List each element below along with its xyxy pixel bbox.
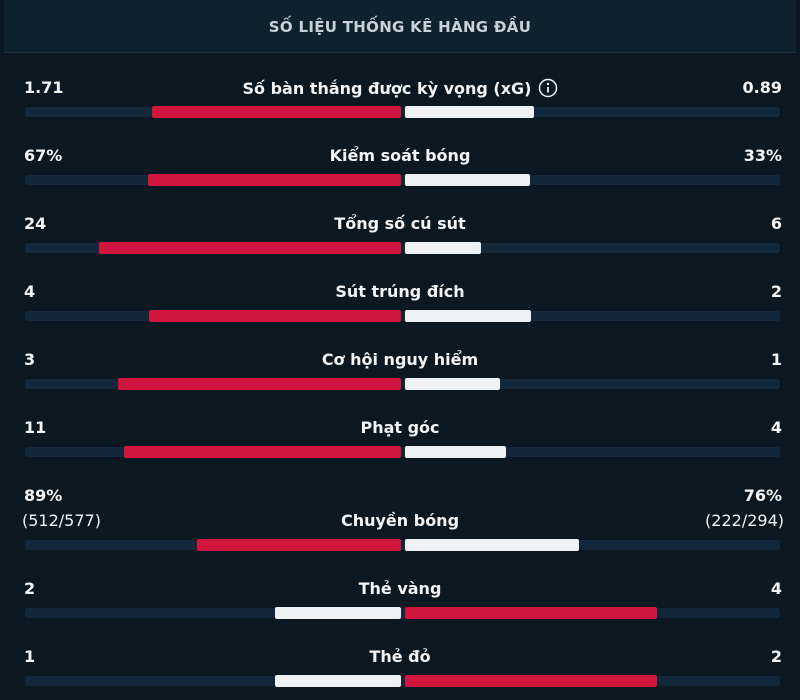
- away-bar: [405, 242, 481, 254]
- home-value: 4: [24, 282, 36, 301]
- bar-track: [25, 608, 780, 618]
- stat-label-text: Kiểm soát bóng: [329, 146, 471, 165]
- info-icon[interactable]: [538, 78, 558, 98]
- away-value: 76%: [743, 486, 782, 505]
- stat-label: Phạt góc: [0, 418, 800, 438]
- away-bar: [405, 378, 500, 390]
- home-value: 2: [24, 579, 36, 598]
- home-bar: [117, 378, 401, 390]
- bar-track: [25, 107, 780, 117]
- home-detail: (512/577): [22, 511, 101, 530]
- stat-label: Sút trúng đích: [0, 282, 800, 302]
- header: SỐ LIỆU THỐNG KÊ HÀNG ĐẦU: [4, 0, 796, 53]
- away-value: 4: [770, 418, 782, 437]
- away-value: 6: [770, 214, 782, 233]
- stat-label-text: Sút trúng đích: [335, 282, 465, 301]
- home-value: 67%: [24, 146, 63, 165]
- stat-label-text: Thẻ vàng: [358, 579, 442, 598]
- stat-label-text: Thẻ đỏ: [369, 647, 431, 666]
- bar-track: [25, 243, 780, 253]
- home-bar: [197, 539, 401, 551]
- stat-label-text: Số bàn thắng được kỳ vọng (xG): [242, 79, 532, 98]
- home-value: 1: [24, 647, 36, 666]
- home-bar: [275, 607, 401, 619]
- home-value: 11: [24, 418, 47, 437]
- home-bar: [147, 174, 401, 186]
- stat-label: Số bàn thắng được kỳ vọng (xG): [0, 78, 800, 99]
- stat-label-text: Tổng số cú sút: [334, 214, 466, 233]
- stat-label-text: Cơ hội nguy hiểm: [321, 350, 479, 369]
- away-bar: [405, 310, 531, 322]
- home-value: 24: [24, 214, 47, 233]
- header-title: SỐ LIỆU THỐNG KÊ HÀNG ĐẦU: [268, 18, 532, 36]
- stat-label: Chuyền bóng: [0, 511, 800, 531]
- bar-track: [25, 311, 780, 321]
- stat-label: Tổng số cú sút: [0, 214, 800, 234]
- away-bar: [405, 539, 580, 551]
- away-detail: (222/294): [705, 511, 784, 530]
- stat-label-text: Phạt góc: [360, 418, 440, 437]
- home-value: 3: [24, 350, 36, 369]
- away-bar: [405, 106, 535, 118]
- stat-label: Kiểm soát bóng: [0, 146, 800, 166]
- home-bar: [123, 446, 401, 458]
- home-bar: [275, 675, 401, 687]
- away-value: 4: [770, 579, 782, 598]
- stat-label: Thẻ vàng: [0, 579, 800, 599]
- bar-track: [25, 447, 780, 457]
- away-value: 2: [770, 647, 782, 666]
- bar-track: [25, 540, 780, 550]
- home-bar: [149, 310, 401, 322]
- home-value: 1.71: [24, 78, 64, 97]
- away-value: 1: [770, 350, 782, 369]
- away-value: 2: [770, 282, 782, 301]
- away-bar: [405, 675, 657, 687]
- away-value: 0.89: [742, 78, 782, 97]
- away-value: 33%: [743, 146, 782, 165]
- home-bar: [98, 242, 401, 254]
- stat-label-text: Chuyền bóng: [340, 511, 460, 530]
- home-bar: [152, 106, 401, 118]
- bar-track: [25, 676, 780, 686]
- away-bar: [405, 446, 506, 458]
- stat-label: Cơ hội nguy hiểm: [0, 350, 800, 370]
- bar-track: [25, 175, 780, 185]
- bar-track: [25, 379, 780, 389]
- home-value: 89%: [24, 486, 63, 505]
- stat-label: Thẻ đỏ: [0, 647, 800, 667]
- away-bar: [405, 607, 657, 619]
- away-bar: [405, 174, 530, 186]
